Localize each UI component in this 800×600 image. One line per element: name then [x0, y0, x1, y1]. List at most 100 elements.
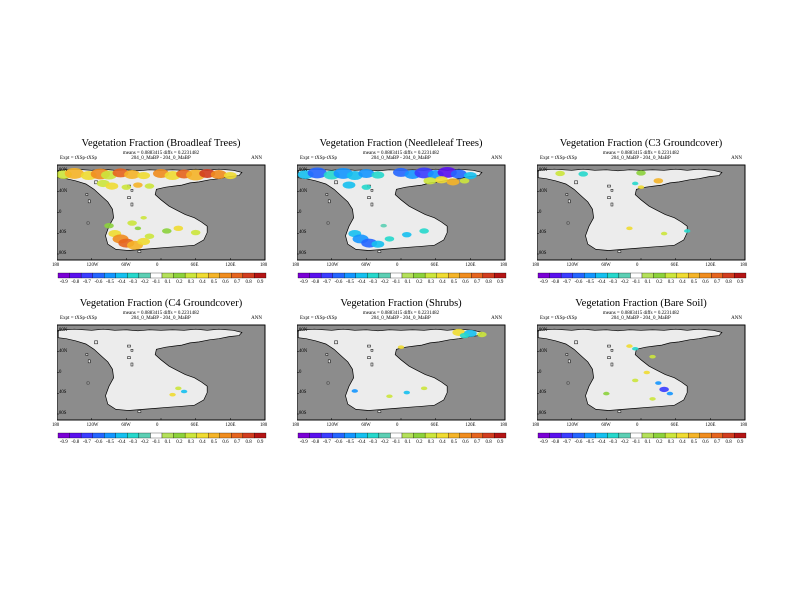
colorbar-segment — [69, 272, 82, 279]
colorbar-label: -0.3 — [129, 280, 138, 285]
colorbar-segment — [711, 272, 724, 279]
colorbar-segment — [401, 432, 414, 439]
colorbar-segment — [92, 432, 105, 439]
colorbar-label: -0.7 — [82, 440, 91, 445]
y-tick-label: 80S — [59, 411, 67, 416]
means-line: means = 0.0883415 diffs = 0.2231482 — [122, 311, 200, 316]
colorbar-label: 0.1 — [404, 280, 411, 285]
colorbar-segment — [401, 272, 414, 279]
colorbar-label: -0.5 — [346, 280, 354, 285]
colorbar-segment — [653, 272, 666, 279]
colorbar-label: 0.8 — [725, 280, 732, 285]
colorbar-segment — [344, 432, 356, 439]
map-plot — [297, 164, 506, 261]
colorbar-segment — [184, 432, 197, 439]
colorbar-segment — [320, 272, 333, 279]
colorbar-label: 0.3 — [187, 440, 194, 445]
colorbar-label: -0.9 — [299, 440, 308, 445]
colorbar-label: -0.1 — [152, 280, 161, 285]
y-tick-label: 0 — [59, 369, 62, 375]
colorbar-label: 0.6 — [462, 280, 469, 285]
colorbar-label: 0.2 — [656, 440, 663, 445]
island — [566, 381, 570, 385]
island — [610, 362, 614, 367]
island — [87, 199, 91, 204]
data-cell — [104, 222, 114, 229]
map-plot — [537, 324, 746, 421]
x-tick-label: 60E — [430, 263, 439, 268]
data-cell — [603, 391, 610, 396]
colorbar-label: 0.9 — [497, 440, 504, 445]
colorbar-label: 0.4 — [679, 440, 686, 445]
data-cell — [137, 171, 151, 180]
run-line: 204_0_MaBP - 204_0_MaBP — [131, 156, 191, 161]
run-line: 204_0_MaBP - 204_0_MaBP — [371, 156, 431, 161]
island — [617, 410, 622, 413]
colorbar-label: 0.1 — [164, 280, 171, 285]
colorbar-segment — [676, 432, 689, 439]
island — [367, 356, 371, 359]
colorbar-segment — [630, 272, 643, 279]
colorbar-label: -0.6 — [334, 280, 343, 285]
colorbar-segment — [436, 272, 449, 279]
colorbar-segment — [196, 432, 209, 439]
expt-label: Expt = tXSp-tXSp — [300, 316, 337, 321]
y-tick-label: 40S — [299, 230, 307, 236]
island — [326, 221, 330, 225]
colorbar-segment — [448, 432, 460, 439]
x-tick-label: 120W — [86, 423, 99, 428]
y-tick-label: 40N — [59, 188, 68, 194]
colorbar-label: 0.5 — [210, 280, 218, 285]
colorbar-segment — [424, 272, 437, 279]
colorbar-segment — [92, 272, 105, 279]
season-label: ANN — [251, 156, 262, 161]
colorbar-segment — [448, 272, 460, 279]
panel-meta: means = 0.0883415 diffs = 0.2231482 204_0… — [297, 151, 505, 165]
y-tick-label: 80N — [59, 168, 68, 173]
colorbar-segment — [367, 432, 380, 439]
colorbar-label: -0.5 — [586, 280, 594, 285]
map-plot — [297, 324, 506, 421]
colorbar-label: -0.3 — [609, 440, 618, 445]
colorbar-segment — [641, 432, 654, 439]
colorbar-segment — [494, 432, 507, 439]
colorbar-label: 0.7 — [473, 280, 481, 285]
data-cell — [342, 181, 356, 189]
colorbar-label: -0.2 — [620, 280, 629, 285]
colorbar-segment — [390, 272, 403, 279]
data-cell — [371, 240, 385, 248]
colorbar-segment — [641, 272, 654, 279]
colorbar-label: 0.4 — [439, 440, 446, 445]
means-line: means = 0.0883415 diffs = 0.2231482 — [602, 311, 680, 316]
island — [377, 410, 382, 413]
colorbar-segment — [104, 432, 116, 439]
colorbar-segment — [560, 432, 573, 439]
x-tick-label: 0 — [396, 263, 399, 268]
colorbar-label: -0.6 — [94, 440, 103, 445]
colorbar-label: 0.1 — [644, 280, 651, 285]
data-cell — [578, 171, 589, 177]
panel-title: Vegetation Fraction (Broadleaf Trees) — [81, 138, 241, 149]
colorbar-segment — [664, 272, 677, 279]
colorbar-segment — [459, 272, 472, 279]
data-cell — [463, 171, 477, 180]
colorbar-segment — [537, 432, 550, 439]
colorbar-label: -0.4 — [117, 280, 126, 285]
colorbar-label: -0.9 — [539, 280, 548, 285]
panel-title: Vegetation Fraction (C4 Groundcover) — [79, 298, 243, 309]
x-tick-label: 0 — [156, 423, 159, 428]
data-cell — [121, 184, 132, 190]
colorbar-label: 0.3 — [187, 280, 194, 285]
colorbar-segment — [161, 272, 174, 279]
x-tick-label: 120W — [326, 263, 339, 268]
colorbar-segment — [80, 432, 93, 439]
island — [327, 199, 331, 204]
colorbar-segment — [173, 272, 186, 279]
colorbar-segment — [688, 272, 700, 279]
island — [127, 356, 131, 359]
island — [574, 180, 578, 185]
y-tick-label: 40N — [59, 348, 68, 354]
y-tick-label: 80N — [299, 328, 308, 333]
colorbar-label: -0.7 — [562, 440, 571, 445]
colorbar-segment — [115, 432, 128, 439]
